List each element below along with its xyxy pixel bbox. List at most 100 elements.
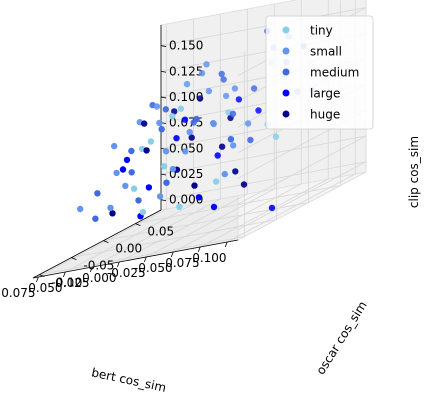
x-tick-label: 0.075 xyxy=(1,286,35,300)
x-tick-label: -0.075 xyxy=(161,256,200,270)
data-point-huge xyxy=(171,108,178,115)
y-tick xyxy=(135,223,141,226)
data-point-huge xyxy=(240,181,248,188)
x-tick xyxy=(89,266,93,273)
grid-line-y-floor xyxy=(135,185,341,224)
grid-line-x-floor xyxy=(227,173,356,243)
data-point-medium xyxy=(220,76,227,83)
data-point-medium xyxy=(162,106,169,113)
data-point-tiny xyxy=(147,138,155,145)
z-tick xyxy=(160,173,167,176)
z-tick-label: 0.125 xyxy=(169,64,203,78)
grid-line-x-floor xyxy=(119,193,248,263)
y-tick-label: 0.00 xyxy=(115,242,142,256)
data-point-small xyxy=(205,87,213,95)
legend-marker-medium xyxy=(282,68,290,76)
data-point-tiny xyxy=(160,163,168,170)
data-point-tiny xyxy=(139,208,147,216)
legend-label-small: small xyxy=(310,45,342,59)
x-tick xyxy=(62,271,66,278)
x-tick-label: -0.025 xyxy=(107,266,146,280)
data-point-medium xyxy=(128,169,135,176)
data-point-small xyxy=(186,128,193,136)
data-point-large xyxy=(210,203,218,211)
y-tick-label: -0.05 xyxy=(83,259,114,273)
data-point-medium xyxy=(163,179,170,186)
data-point-tiny xyxy=(177,105,185,112)
data-point-medium xyxy=(128,147,135,155)
data-point-small xyxy=(182,148,189,155)
data-point-medium xyxy=(193,115,200,123)
grid-line-y-floor xyxy=(39,236,245,275)
data-point-huge xyxy=(141,120,148,127)
z-tick xyxy=(160,199,167,202)
x-tick xyxy=(143,256,147,263)
data-point-small xyxy=(210,120,217,128)
legend-label-large: large xyxy=(310,87,340,101)
grid-line-x-floor xyxy=(65,203,194,273)
data-point-small xyxy=(162,148,170,155)
data-point-large xyxy=(195,194,203,201)
data-point-huge xyxy=(218,143,226,150)
y-tick xyxy=(39,274,45,277)
data-point-medium xyxy=(227,136,235,143)
y-tick xyxy=(103,240,109,243)
grid-line-z-side xyxy=(237,161,367,231)
data-point-medium xyxy=(94,190,101,197)
data-point-small xyxy=(222,92,230,100)
z-axis-label: clip cos_sim xyxy=(407,136,421,208)
grid-line-x-floor xyxy=(173,183,302,253)
data-point-medium xyxy=(247,136,254,144)
axis-lines xyxy=(32,25,239,279)
data-point-small xyxy=(221,170,228,178)
legend: tiny small medium large huge xyxy=(265,15,374,130)
legend-label-tiny: tiny xyxy=(310,24,333,38)
grid-line-x-floor xyxy=(200,178,329,248)
data-point-small xyxy=(183,80,191,88)
data-point-tiny xyxy=(272,133,280,140)
z-tick xyxy=(160,45,167,47)
data-point-large xyxy=(235,96,243,103)
grid-line-z-back xyxy=(160,161,367,201)
legend-marker-small xyxy=(282,47,290,55)
x-axis-line xyxy=(32,239,239,279)
data-point-medium xyxy=(135,197,142,204)
data-point-small xyxy=(169,165,177,173)
data-point-small xyxy=(111,142,118,150)
x-axis-label: bert cos_sim xyxy=(90,365,167,394)
grid-line-x-floor xyxy=(146,188,275,258)
x-tick-label: -0.100 xyxy=(188,251,227,265)
data-point-small xyxy=(231,85,239,92)
legend-marker-tiny xyxy=(282,26,290,34)
data-point-large xyxy=(119,166,127,173)
x-tick-label: -0.050 xyxy=(134,261,173,275)
grid-line-z-back xyxy=(160,135,367,175)
data-points xyxy=(77,27,316,222)
data-point-huge xyxy=(196,95,204,102)
data-point-huge xyxy=(232,168,239,175)
data-point-large xyxy=(181,116,189,123)
data-point-small xyxy=(198,70,206,77)
legend-marker-huge xyxy=(282,110,290,118)
data-point-large xyxy=(214,152,221,159)
data-point-tiny xyxy=(169,113,176,120)
y-axis-line xyxy=(32,209,162,279)
legend-label-huge: huge xyxy=(310,108,340,122)
z-tick-label: 0.150 xyxy=(169,39,203,53)
data-point-small xyxy=(203,61,210,68)
data-point-large xyxy=(255,107,262,114)
data-point-medium xyxy=(92,215,99,222)
grid-line-y-floor xyxy=(71,219,277,258)
y-tick-label: -0.10 xyxy=(51,276,82,290)
data-point-large xyxy=(145,184,153,191)
data-point-huge xyxy=(188,134,195,141)
z-tick-label: 0.000 xyxy=(169,193,203,207)
y-tick xyxy=(71,257,77,260)
data-point-medium xyxy=(250,85,258,92)
y-tick-label: 0.05 xyxy=(147,225,174,239)
x-tick-label: 0.050 xyxy=(28,281,62,295)
data-point-small xyxy=(230,142,237,149)
legend-marker-large xyxy=(282,89,290,97)
